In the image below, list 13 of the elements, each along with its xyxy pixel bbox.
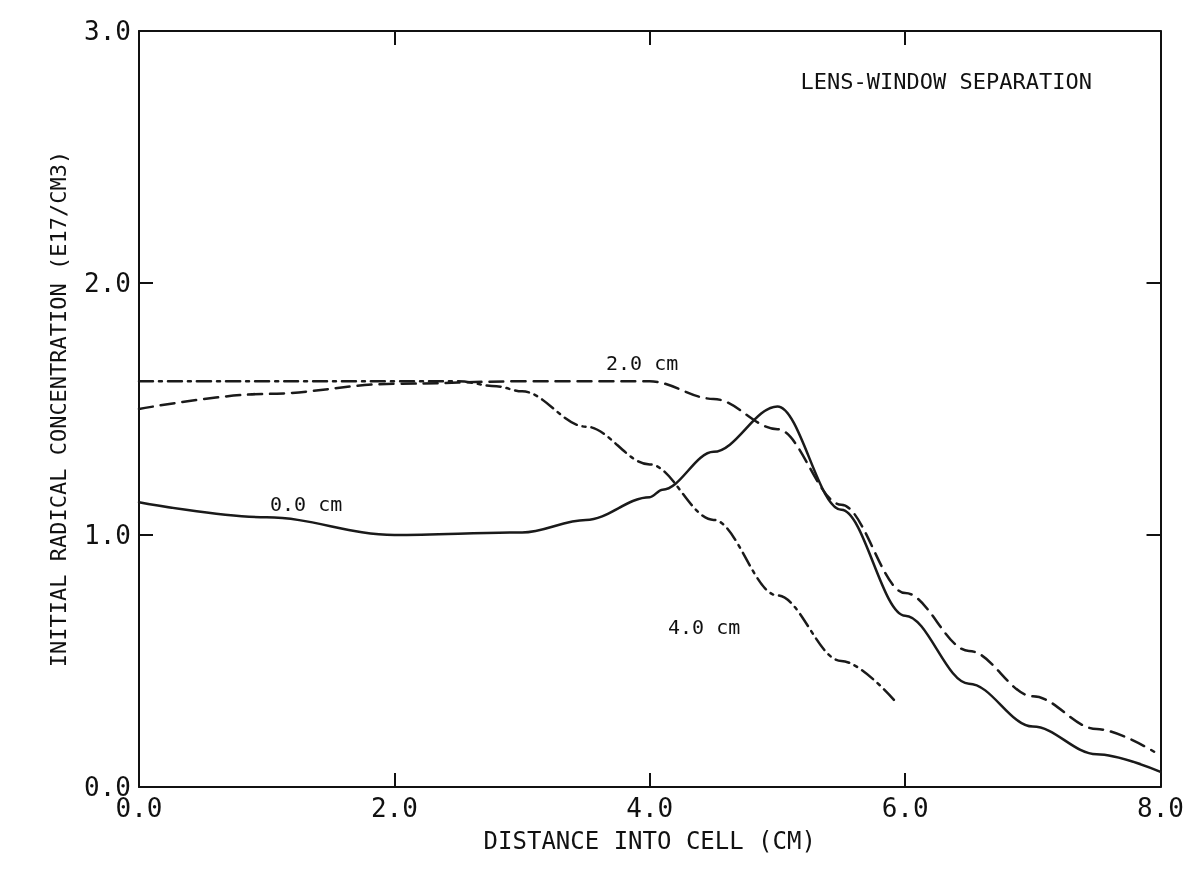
y-tick-label: 3.0	[84, 16, 131, 46]
x-tick-label: 4.0	[626, 793, 674, 823]
y-tick-label: 2.0	[84, 268, 131, 298]
y-axis-title: INITIAL RADICAL CONCENTRATION (E17/CM3)	[45, 150, 71, 668]
x-tick-label: 8.0	[1137, 793, 1184, 823]
annotation: 4.0 cm	[668, 615, 741, 639]
x-axis-title: DISTANCE INTO CELL (CM)	[483, 827, 816, 855]
annotation: 0.0 cm	[270, 492, 343, 516]
x-tick-label: 6.0	[881, 793, 929, 823]
y-tick-label: 1.0	[84, 520, 131, 550]
text: LENS-WINDOW SEPARATION	[800, 68, 1093, 94]
annotation: 2.0 cm	[606, 351, 679, 375]
x-tick-label: 2.0	[370, 793, 418, 823]
